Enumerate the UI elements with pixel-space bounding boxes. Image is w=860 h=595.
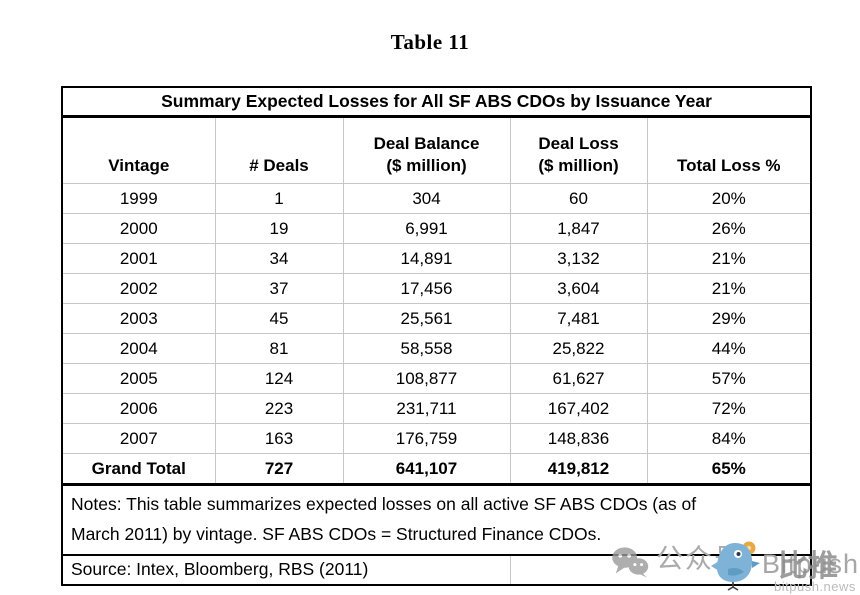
cell-deals: 37 bbox=[215, 273, 344, 304]
cell-total-loss-pct: 65% bbox=[647, 453, 812, 486]
cell-deals: 223 bbox=[215, 393, 344, 424]
cell-loss: 60 bbox=[510, 183, 648, 214]
cell-deals: 163 bbox=[215, 423, 344, 454]
cell-loss: 61,627 bbox=[510, 363, 648, 394]
col-header-vintage: Vintage bbox=[62, 116, 216, 184]
cell-total-loss-pct: 26% bbox=[647, 213, 812, 244]
grand-total-row: Grand Total 727 641,107 419,812 65% bbox=[62, 453, 812, 486]
table-row: 2003 45 25,561 7,481 29% bbox=[62, 303, 812, 334]
col-header-sub: ($ million) bbox=[386, 156, 467, 175]
col-header-label: Deal Loss bbox=[538, 134, 619, 153]
cell-deals: 124 bbox=[215, 363, 344, 394]
cell-loss: 167,402 bbox=[510, 393, 648, 424]
table-title-row: Summary Expected Losses for All SF ABS C… bbox=[62, 87, 812, 118]
summary-table: Summary Expected Losses for All SF ABS C… bbox=[61, 86, 813, 586]
col-header-total-loss-pct: Total Loss % bbox=[647, 116, 812, 184]
table-header-row: Vintage # Deals Deal Balance ($ million) … bbox=[62, 116, 812, 184]
cell-vintage: 2002 bbox=[62, 273, 216, 304]
notes-line-2: March 2011) by vintage. SF ABS CDOs = St… bbox=[71, 524, 602, 544]
cell-loss: 3,604 bbox=[510, 273, 648, 304]
source-row: Source: Intex, Bloomberg, RBS (2011) bbox=[62, 555, 811, 585]
cell-total-loss-pct: 21% bbox=[647, 273, 812, 304]
col-header-label: # Deals bbox=[249, 156, 309, 175]
cell-vintage: 1999 bbox=[62, 183, 216, 214]
notes-line-1: Notes: This table summarizes expected lo… bbox=[71, 494, 697, 514]
table-row: 2006 223 231,711 167,402 72% bbox=[62, 393, 812, 424]
cell-loss: 148,836 bbox=[510, 423, 648, 454]
table-row: 2004 81 58,558 25,822 44% bbox=[62, 333, 812, 364]
cell-total-loss-pct: 84% bbox=[647, 423, 812, 454]
cell-vintage: 2000 bbox=[62, 213, 216, 244]
cell-balance: 641,107 bbox=[343, 453, 511, 486]
cell-deals: 1 bbox=[215, 183, 344, 214]
cell-deals: 34 bbox=[215, 243, 344, 274]
notes-row: Notes: This table summarizes expected lo… bbox=[62, 484, 812, 556]
cell-total-loss-pct: 20% bbox=[647, 183, 812, 214]
cell-loss: 25,822 bbox=[510, 333, 648, 364]
cell-balance: 6,991 bbox=[343, 213, 511, 244]
cell-balance: 108,877 bbox=[343, 363, 511, 394]
cell-vintage: 2005 bbox=[62, 363, 216, 394]
table-row: 2005 124 108,877 61,627 57% bbox=[62, 363, 812, 394]
cell-vintage: Grand Total bbox=[62, 453, 216, 486]
cell-deals: 81 bbox=[215, 333, 344, 364]
table-row: 2000 19 6,991 1,847 26% bbox=[62, 213, 812, 244]
cell-total-loss-pct: 21% bbox=[647, 243, 812, 274]
table-title: Summary Expected Losses for All SF ABS C… bbox=[62, 87, 812, 118]
cell-vintage: 2001 bbox=[62, 243, 216, 274]
table-source: Source: Intex, Bloomberg, RBS (2011) bbox=[62, 555, 511, 585]
cell-vintage: 2006 bbox=[62, 393, 216, 424]
cell-loss: 419,812 bbox=[510, 453, 648, 486]
cell-balance: 176,759 bbox=[343, 423, 511, 454]
col-header-deals: # Deals bbox=[215, 116, 344, 184]
cell-loss: 3,132 bbox=[510, 243, 648, 274]
source-empty-cell bbox=[510, 555, 811, 585]
cell-deals: 19 bbox=[215, 213, 344, 244]
table-row: 2001 34 14,891 3,132 21% bbox=[62, 243, 812, 274]
col-header-deal-balance: Deal Balance ($ million) bbox=[343, 116, 511, 184]
cell-total-loss-pct: 29% bbox=[647, 303, 812, 334]
cell-balance: 58,558 bbox=[343, 333, 511, 364]
table-notes: Notes: This table summarizes expected lo… bbox=[62, 484, 812, 556]
col-header-label: Total Loss % bbox=[676, 156, 781, 175]
cell-balance: 17,456 bbox=[343, 273, 511, 304]
cell-total-loss-pct: 44% bbox=[647, 333, 812, 364]
cell-vintage: 2004 bbox=[62, 333, 216, 364]
cell-total-loss-pct: 72% bbox=[647, 393, 812, 424]
cell-vintage: 2007 bbox=[62, 423, 216, 454]
cell-total-loss-pct: 57% bbox=[647, 363, 812, 394]
cell-balance: 14,891 bbox=[343, 243, 511, 274]
table-row: 2007 163 176,759 148,836 84% bbox=[62, 423, 812, 454]
table-row: 2002 37 17,456 3,604 21% bbox=[62, 273, 812, 304]
page-title: Table 11 bbox=[390, 30, 470, 54]
col-header-label: Deal Balance bbox=[373, 134, 480, 153]
cell-loss: 7,481 bbox=[510, 303, 648, 334]
cell-deals: 45 bbox=[215, 303, 344, 334]
cell-balance: 304 bbox=[343, 183, 511, 214]
cell-loss: 1,847 bbox=[510, 213, 648, 244]
cell-balance: 25,561 bbox=[343, 303, 511, 334]
col-header-sub: ($ million) bbox=[538, 156, 619, 175]
cell-balance: 231,711 bbox=[343, 393, 511, 424]
cell-vintage: 2003 bbox=[62, 303, 216, 334]
col-header-label: Vintage bbox=[108, 156, 170, 175]
cell-deals: 727 bbox=[215, 453, 344, 486]
col-header-deal-loss: Deal Loss ($ million) bbox=[510, 116, 648, 184]
table-row: 1999 1 304 60 20% bbox=[62, 183, 812, 214]
